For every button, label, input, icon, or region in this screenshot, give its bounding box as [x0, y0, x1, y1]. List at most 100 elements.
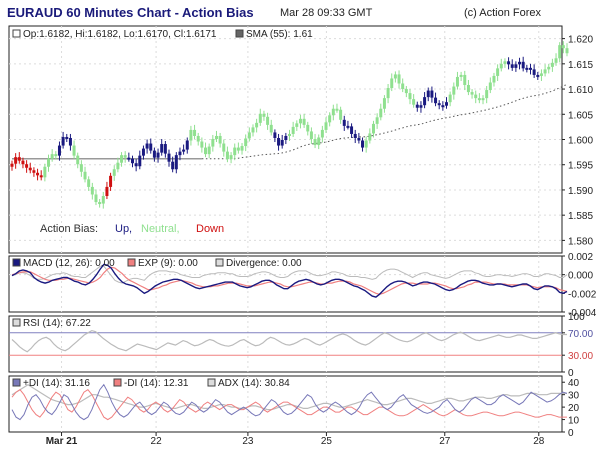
macd-legend: MACD (12, 26): 0.00 — [23, 258, 115, 269]
chart-header: EURAUD 60 Minutes Chart - Action Bias Ma… — [0, 0, 600, 24]
divergence-legend-swatch — [215, 258, 224, 267]
candle-body — [211, 138, 215, 147]
candle-body — [528, 67, 532, 70]
macd-y-tick-label: -0.004 — [568, 308, 597, 319]
candle-body — [130, 158, 134, 164]
candle-body — [65, 136, 69, 139]
candle-body — [335, 108, 339, 111]
candle-body — [448, 94, 452, 103]
candle-body — [371, 123, 375, 134]
candle-body — [149, 143, 153, 151]
candle-body — [445, 102, 449, 106]
candle-body — [233, 147, 237, 156]
macd-legend-swatch — [12, 258, 21, 267]
candle-body — [141, 148, 145, 156]
candle-body — [412, 99, 416, 105]
candle-body — [514, 64, 518, 68]
candle-body — [105, 186, 109, 196]
candle-body — [178, 151, 182, 156]
rsi-y-tick-label: 30.00 — [568, 351, 593, 362]
candle-body — [419, 105, 423, 108]
candle-body — [401, 83, 405, 90]
main-y-tick-label: 1.610 — [568, 85, 593, 96]
candle-body — [266, 116, 270, 125]
candle-body — [459, 74, 463, 77]
candle-body — [72, 145, 76, 156]
candle-body — [430, 90, 434, 98]
dmi-y-tick-label: 20 — [568, 403, 580, 414]
mdi-legend: -DI (14): 12.31 — [124, 378, 189, 389]
x-tick-label: 25 — [321, 436, 333, 447]
candle-body — [68, 137, 72, 146]
x-tick-label: 27 — [439, 436, 451, 447]
rsi-y-tick-label: 100 — [568, 312, 585, 323]
candle-body — [525, 67, 529, 70]
sma-legend: SMA (55): 1.61 — [246, 29, 313, 40]
dmi-y-tick-label: 30 — [568, 391, 580, 402]
candle-body — [258, 113, 262, 123]
candle-body — [547, 66, 551, 70]
candle-body — [532, 69, 536, 75]
candle-body — [423, 97, 427, 106]
candle-body — [214, 135, 218, 139]
candle-body — [174, 155, 178, 170]
candle-body — [309, 131, 313, 139]
candle-body — [50, 154, 54, 159]
candle-body — [189, 129, 193, 141]
candle-body — [302, 118, 306, 125]
adx-legend: ADX (14): 30.84 — [218, 378, 290, 389]
candle-body — [306, 124, 310, 132]
candle-body — [39, 175, 43, 178]
candle-body — [441, 105, 445, 108]
candle-body — [350, 126, 354, 134]
macd-y-tick-label: 0.000 — [568, 271, 593, 282]
candle-body — [320, 129, 324, 138]
candles — [10, 41, 569, 209]
main-y-tick-label: 1.585 — [568, 211, 593, 222]
x-tick-label: 23 — [242, 436, 254, 447]
x-tick-label: 28 — [533, 436, 545, 447]
candle-body — [393, 74, 397, 79]
main-y-tick-label: 1.590 — [568, 186, 593, 197]
ohlc-legend: Op:1.6182, Hi:1.6182, Lo:1.6170, Cl:1.61… — [23, 29, 217, 40]
candle-body — [328, 115, 332, 123]
candle-body — [342, 119, 346, 126]
candle-body — [364, 140, 368, 148]
candle-body — [218, 135, 222, 144]
candle-body — [152, 150, 156, 158]
main-y-tick-label: 1.600 — [568, 136, 593, 147]
macd-y-tick-label: -0.002 — [568, 289, 597, 300]
candle-body — [558, 45, 562, 59]
candle-body — [207, 146, 211, 155]
main-y-tick-label: 1.620 — [568, 35, 593, 46]
candle-body — [499, 63, 503, 69]
candle-body — [21, 160, 25, 165]
candle-body — [452, 86, 456, 95]
candle-body — [32, 170, 36, 173]
candle-body — [510, 64, 514, 68]
candle-body — [466, 85, 470, 93]
main-y-tick-label: 1.615 — [568, 60, 593, 71]
candle-body — [25, 164, 29, 168]
candle-body — [43, 166, 47, 178]
candle-body — [101, 195, 105, 204]
candle-body — [10, 163, 14, 167]
candle-body — [550, 62, 554, 67]
candle-body — [156, 152, 160, 158]
candle-body — [518, 61, 522, 65]
candle-body — [390, 78, 394, 89]
candle-body — [353, 133, 357, 138]
candle-body — [244, 138, 248, 147]
candle-body — [543, 69, 547, 74]
candle-body — [361, 140, 365, 148]
candle-body — [280, 140, 284, 146]
mdi-legend-swatch — [113, 378, 122, 387]
candle-body — [163, 144, 167, 154]
candle-body — [554, 58, 558, 63]
candle-body — [47, 158, 51, 167]
chart-timestamp: Mar 28 09:33 GMT — [280, 7, 373, 19]
candle-body — [496, 68, 500, 76]
candle-body — [262, 113, 266, 117]
bias-neutral-label: Neutral, — [141, 223, 180, 235]
